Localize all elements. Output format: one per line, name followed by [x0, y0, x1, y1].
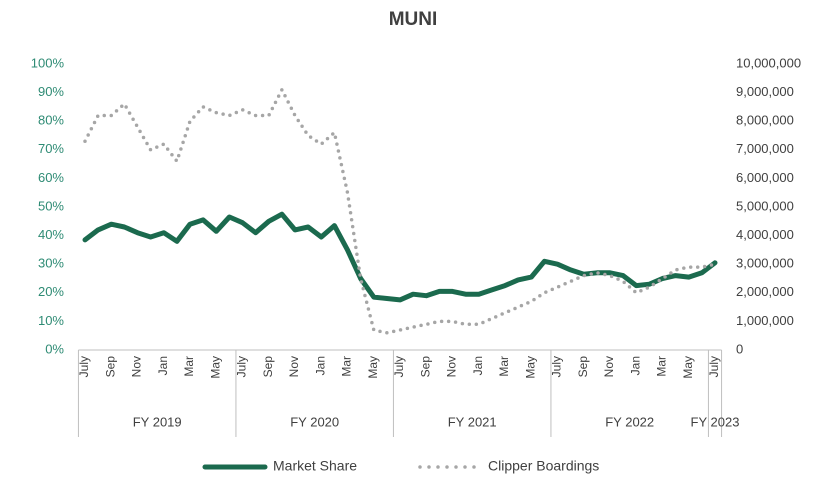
x-tick-label: May [523, 356, 537, 379]
group-label: FY 2022 [605, 414, 654, 429]
group-label: FY 2019 [133, 414, 182, 429]
x-tick-label: May [366, 356, 380, 379]
y2-tick-label: 6,000,000 [736, 170, 794, 185]
y-tick-label: 20% [38, 284, 64, 299]
y2-tick-label: 7,000,000 [736, 141, 794, 156]
x-tick-label: Sep [418, 356, 432, 378]
x-tick-label: Nov [130, 356, 144, 377]
x-tick-label: Mar [340, 356, 354, 377]
y-tick-label: 70% [38, 141, 64, 156]
legend-label: Market Share [273, 458, 357, 474]
x-tick-label: Sep [261, 356, 275, 378]
x-tick-label: July [550, 356, 564, 377]
x-tick-label: July [77, 356, 91, 377]
y2-tick-label: 0 [736, 341, 743, 356]
y-tick-label: 50% [38, 198, 64, 213]
y-tick-label: 100% [31, 55, 65, 70]
y2-tick-label: 9,000,000 [736, 84, 794, 99]
legend-label: Clipper Boardings [488, 458, 599, 474]
y-tick-label: 10% [38, 313, 64, 328]
x-tick-label: Sep [576, 356, 590, 378]
x-tick-label: Sep [103, 356, 117, 378]
x-tick-label: Nov [602, 356, 616, 377]
y2-tick-label: 10,000,000 [736, 55, 801, 70]
y2-tick-label: 1,000,000 [736, 313, 794, 328]
y-tick-label: 60% [38, 170, 64, 185]
x-tick-label: Jan [156, 356, 170, 375]
group-label: FY 2020 [290, 414, 339, 429]
x-tick-label: July [235, 356, 249, 377]
y-tick-label: 0% [45, 341, 64, 356]
line [82, 211, 718, 303]
x-tick-label: Jan [471, 356, 485, 375]
x-tick-label: Mar [497, 356, 511, 377]
y2-tick-label: 5,000,000 [736, 198, 794, 213]
x-tick-label: Jan [628, 356, 642, 375]
x-tick-label: Mar [182, 356, 196, 377]
group-label: FY 2023 [691, 414, 740, 429]
y2-tick-label: 2,000,000 [736, 284, 794, 299]
x-tick-label: Mar [655, 356, 669, 377]
y2-tick-label: 8,000,000 [736, 113, 794, 128]
x-tick-label: July [392, 356, 406, 377]
dotted-line [83, 87, 717, 335]
y-tick-label: 40% [38, 227, 64, 242]
y2-tick-label: 3,000,000 [736, 256, 794, 271]
x-tick-label: Jan [313, 356, 327, 375]
y-tick-label: 30% [38, 256, 64, 271]
x-tick-label: May [681, 356, 695, 379]
chart-title: MUNI [389, 9, 438, 30]
x-tick-label: Nov [287, 356, 301, 377]
group-label: FY 2021 [448, 414, 497, 429]
y-tick-label: 90% [38, 84, 64, 99]
y2-tick-label: 4,000,000 [736, 227, 794, 242]
x-tick-label: July [707, 356, 721, 377]
y-tick-label: 80% [38, 113, 64, 128]
x-tick-label: May [208, 356, 222, 379]
x-tick-label: Nov [445, 356, 459, 377]
